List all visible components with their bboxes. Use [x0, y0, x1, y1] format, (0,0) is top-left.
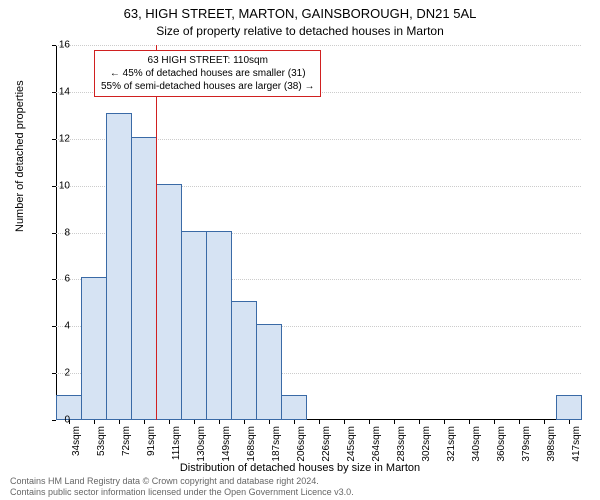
histogram-bar — [181, 231, 207, 421]
footer-line1: Contains HM Land Registry data © Crown c… — [10, 476, 354, 487]
histogram-bar — [206, 231, 232, 421]
x-tick-mark — [144, 420, 145, 424]
reference-line — [156, 45, 157, 420]
annotation-line1: 63 HIGH STREET: 110sqm — [101, 54, 314, 67]
x-tick-label: 226sqm — [321, 426, 332, 466]
y-tick-mark — [52, 420, 56, 421]
histogram-bar — [131, 137, 157, 420]
footer-text: Contains HM Land Registry data © Crown c… — [10, 476, 354, 498]
x-tick-label: 398sqm — [546, 426, 557, 466]
x-tick-mark — [519, 420, 520, 424]
x-tick-label: 302sqm — [421, 426, 432, 466]
x-tick-mark — [119, 420, 120, 424]
annotation-line2: ← 45% of detached houses are smaller (31… — [101, 67, 314, 80]
x-tick-label: 34sqm — [71, 426, 82, 466]
x-tick-mark — [169, 420, 170, 424]
x-tick-mark — [444, 420, 445, 424]
x-tick-label: 72sqm — [121, 426, 132, 466]
chart-container: 63, HIGH STREET, MARTON, GAINSBOROUGH, D… — [0, 0, 600, 500]
x-tick-mark — [394, 420, 395, 424]
histogram-bar — [106, 113, 132, 420]
title-sub: Size of property relative to detached ho… — [0, 24, 600, 38]
y-axis-label: Number of detached properties — [14, 80, 26, 232]
x-tick-label: 340sqm — [471, 426, 482, 466]
x-axis-label: Distribution of detached houses by size … — [0, 462, 600, 474]
y-tick-mark — [52, 279, 56, 280]
x-tick-label: 168sqm — [246, 426, 257, 466]
x-tick-mark — [219, 420, 220, 424]
x-tick-label: 283sqm — [396, 426, 407, 466]
y-tick-mark — [52, 92, 56, 93]
histogram-bar — [281, 395, 307, 420]
x-tick-label: 130sqm — [196, 426, 207, 466]
x-ticks-container: 34sqm53sqm72sqm91sqm111sqm130sqm149sqm16… — [56, 420, 581, 460]
y-tick-mark — [52, 326, 56, 327]
x-tick-mark — [494, 420, 495, 424]
x-tick-label: 264sqm — [371, 426, 382, 466]
histogram-bar — [156, 184, 182, 420]
footer-line2: Contains public sector information licen… — [10, 487, 354, 498]
x-tick-mark — [269, 420, 270, 424]
y-tick-mark — [52, 45, 56, 46]
x-tick-mark — [294, 420, 295, 424]
x-tick-label: 417sqm — [571, 426, 582, 466]
histogram-bar — [556, 395, 582, 420]
x-tick-label: 91sqm — [146, 426, 157, 466]
x-tick-label: 206sqm — [296, 426, 307, 466]
x-tick-mark — [469, 420, 470, 424]
y-tick-mark — [52, 233, 56, 234]
x-tick-mark — [94, 420, 95, 424]
x-tick-label: 245sqm — [346, 426, 357, 466]
x-tick-mark — [544, 420, 545, 424]
title-main: 63, HIGH STREET, MARTON, GAINSBOROUGH, D… — [0, 6, 600, 21]
x-tick-mark — [369, 420, 370, 424]
histogram-bar — [81, 277, 107, 420]
x-tick-mark — [419, 420, 420, 424]
x-tick-label: 53sqm — [96, 426, 107, 466]
x-tick-mark — [319, 420, 320, 424]
grid-line — [56, 45, 581, 46]
annotation-box: 63 HIGH STREET: 110sqm← 45% of detached … — [94, 50, 321, 97]
y-tick-mark — [52, 139, 56, 140]
x-tick-mark — [569, 420, 570, 424]
x-tick-mark — [194, 420, 195, 424]
histogram-bar — [256, 324, 282, 420]
x-tick-label: 187sqm — [271, 426, 282, 466]
x-tick-label: 360sqm — [496, 426, 507, 466]
x-tick-label: 111sqm — [171, 426, 182, 466]
annotation-line3: 55% of semi-detached houses are larger (… — [101, 80, 314, 93]
x-tick-label: 149sqm — [221, 426, 232, 466]
x-tick-label: 379sqm — [521, 426, 532, 466]
x-tick-label: 321sqm — [446, 426, 457, 466]
y-tick-mark — [52, 373, 56, 374]
plot-area: 63 HIGH STREET: 110sqm← 45% of detached … — [56, 45, 581, 420]
x-tick-mark — [244, 420, 245, 424]
y-tick-mark — [52, 186, 56, 187]
histogram-bar — [231, 301, 257, 420]
x-tick-mark — [344, 420, 345, 424]
